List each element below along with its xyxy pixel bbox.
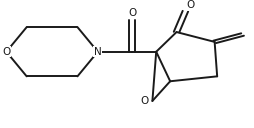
Text: O: O bbox=[2, 47, 10, 57]
Text: N: N bbox=[94, 47, 102, 57]
Text: O: O bbox=[128, 8, 136, 18]
Text: O: O bbox=[141, 96, 149, 106]
Text: O: O bbox=[186, 0, 195, 10]
